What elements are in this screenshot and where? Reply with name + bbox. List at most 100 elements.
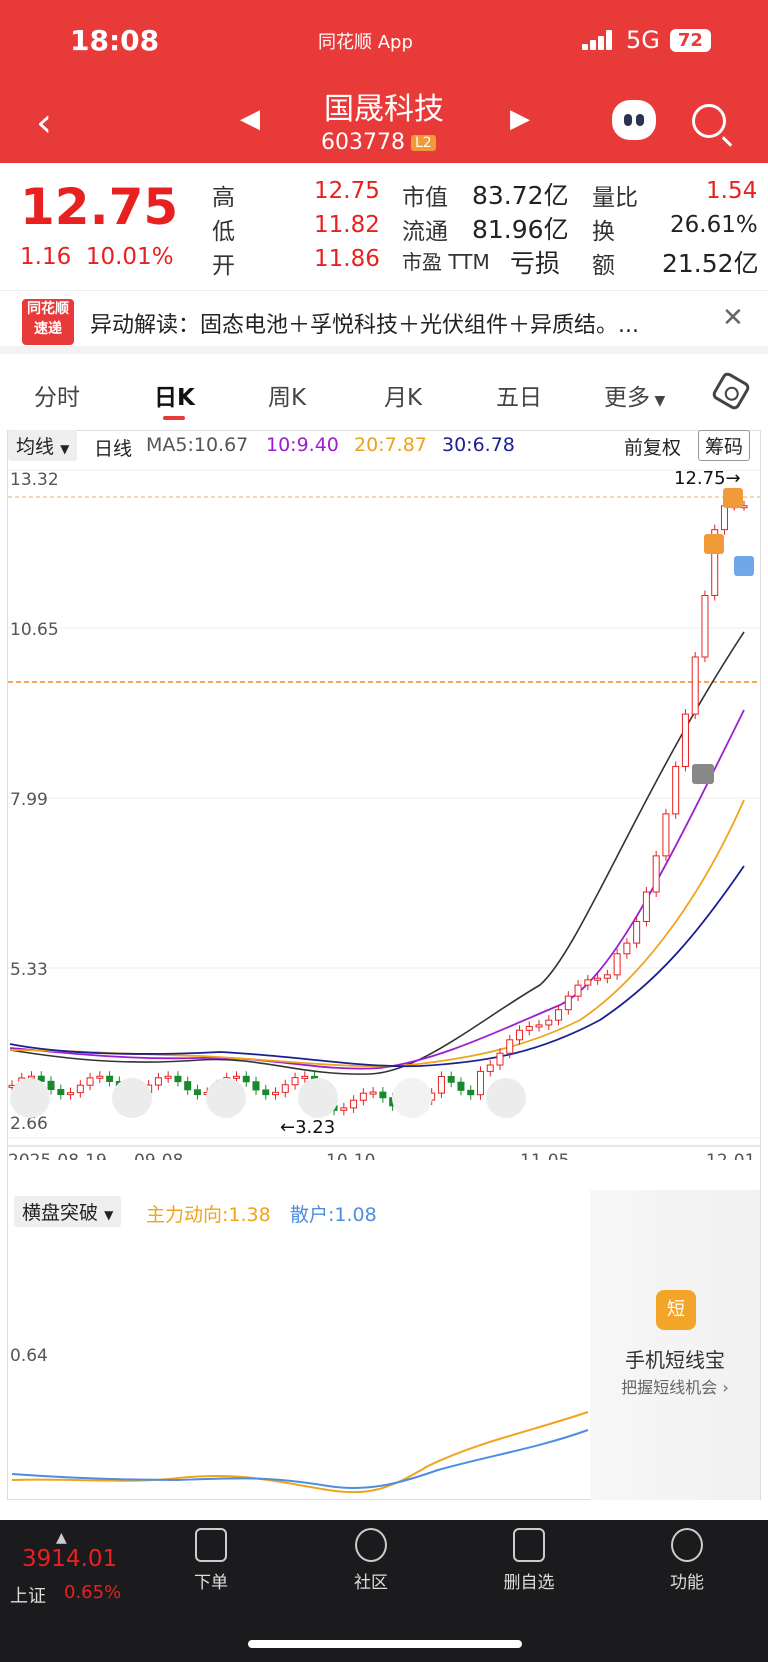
candle-body — [662, 813, 670, 857]
low-price-label: ←3.23 — [280, 1117, 335, 1138]
x-tick: 12-01 — [706, 1151, 755, 1160]
step-left-icon[interactable] — [298, 1078, 338, 1118]
ma30-label: 30:6.78 — [442, 434, 515, 456]
turnover-label: 换 — [592, 219, 615, 245]
volratio-label: 量比 — [592, 185, 638, 211]
news-logo-bottom: 速递 — [34, 321, 62, 337]
candle-body — [281, 1084, 289, 1093]
indicator-chart — [11, 1411, 589, 1494]
candle-body — [691, 656, 699, 715]
ma10-label: 10:9.40 — [266, 434, 339, 456]
candle-body — [701, 594, 709, 658]
change-pct: 10.01% — [85, 244, 174, 270]
candle-body — [76, 1084, 84, 1094]
step-right-icon[interactable] — [392, 1078, 432, 1118]
nav-remove-watch[interactable]: 删自选 — [484, 1528, 574, 1593]
promo-subtitle[interactable]: 把握短线机会 › — [621, 1378, 729, 1397]
promo-panel[interactable]: 短 手机短线宝 把握短线机会 › — [590, 1190, 760, 1500]
main-force-label: 主力动向:1.38 — [146, 1204, 271, 1226]
candle-body — [613, 953, 621, 976]
candle-body — [28, 1075, 36, 1079]
chip-distribution-button[interactable]: 筹码 — [698, 430, 751, 461]
index-name: 上证 — [10, 1586, 46, 1607]
volratio-value: 1.54 — [706, 178, 758, 204]
search-icon[interactable] — [692, 104, 726, 138]
candle-body — [96, 1075, 104, 1079]
x-tick: 10-10 — [326, 1151, 375, 1160]
float-label: 流通 — [402, 219, 448, 245]
nav-order[interactable]: 下单 — [166, 1528, 256, 1593]
candle-body — [252, 1081, 260, 1091]
tab-monthly-k[interactable]: 月K — [384, 385, 423, 411]
tab-more[interactable]: 更多 ▼ — [604, 378, 665, 412]
candle-body — [369, 1091, 377, 1095]
tab-weekly-k[interactable]: 周K — [268, 385, 307, 411]
network-label: 5G — [626, 26, 660, 54]
robot-assistant-icon[interactable] — [612, 100, 656, 140]
candle-body — [467, 1089, 475, 1096]
candle-body — [350, 1099, 358, 1109]
candle-body — [564, 995, 572, 1011]
zoom-in-icon[interactable] — [112, 1078, 152, 1118]
tab-daily-k[interactable]: 日K — [154, 385, 195, 411]
candle-body — [584, 979, 592, 986]
indicator-dropdown[interactable]: 横盘突破 ▼ — [14, 1196, 122, 1227]
candle-body — [594, 977, 602, 981]
zoom-out-icon[interactable] — [206, 1078, 246, 1118]
candle-body — [672, 765, 680, 815]
kline-chart[interactable]: 13.32 10.65 7.99 5.33 2.66 12.75→ ←3.23 … — [0, 460, 768, 1160]
turnover-value: 26.61% — [670, 212, 758, 238]
prev-stock-icon[interactable]: ◀ — [240, 104, 260, 134]
candles-group — [8, 500, 748, 1116]
low-value: 11.82 — [314, 212, 380, 238]
fullscreen-icon[interactable] — [486, 1078, 526, 1118]
tab-underline — [163, 416, 185, 420]
candle-body — [496, 1052, 504, 1066]
adjust-toggle[interactable]: 前复权 — [624, 437, 682, 459]
main-force-line — [11, 1411, 589, 1494]
candle-body — [67, 1092, 75, 1096]
news-logo: 同花顺 速递 — [22, 299, 74, 345]
amount-label: 额 — [592, 253, 615, 279]
close-icon[interactable]: ✕ — [722, 303, 744, 333]
candle-body — [603, 974, 611, 979]
float-value: 81.96亿 — [472, 215, 569, 244]
candle-body — [86, 1077, 94, 1086]
stock-code: 603778 L2 — [321, 130, 436, 155]
y-tick: 2.66 — [10, 1114, 48, 1134]
back-icon[interactable]: ‹ — [36, 100, 52, 146]
ma20-label: 20:7.87 — [354, 434, 427, 456]
signal-b-marker — [692, 764, 714, 784]
tab-five-day[interactable]: 五日 — [496, 385, 542, 411]
tab-intraday[interactable]: 分时 — [34, 385, 80, 411]
open-value: 11.86 — [314, 246, 380, 272]
nav-function[interactable]: 功能 — [642, 1528, 732, 1593]
nav-community[interactable]: 社区 — [326, 1528, 416, 1593]
index-value[interactable]: 3914.01 — [22, 1546, 118, 1572]
candle-body — [506, 1039, 514, 1054]
ma-dropdown[interactable]: 均线 ▼ — [8, 430, 78, 461]
mktcap-value: 83.72亿 — [472, 181, 569, 210]
candle-body — [574, 984, 582, 997]
retail-line — [11, 1429, 589, 1489]
candle-body — [164, 1075, 172, 1079]
open-label: 开 — [212, 253, 235, 279]
index-pct: 0.65% — [64, 1582, 122, 1603]
scroll-left-icon[interactable] — [10, 1078, 50, 1118]
chart-frame — [7, 430, 761, 1500]
stock-name: 国晟科技 — [324, 92, 444, 127]
menu-icon — [671, 1528, 703, 1562]
candle-body — [37, 1075, 45, 1082]
news-banner[interactable]: 同花顺 速递 异动解读：固态电池＋孚悦科技＋光伏组件＋异质结。... ✕ — [0, 290, 768, 354]
indicator-label: 横盘突破 — [22, 1202, 99, 1224]
nav-remove-watch-label: 删自选 — [503, 1573, 555, 1593]
candle-body — [379, 1091, 387, 1099]
status-time: 18:08 — [70, 24, 160, 57]
ma30-line — [9, 865, 745, 1068]
signal-s-marker — [734, 556, 754, 576]
candle-body — [711, 529, 719, 596]
nav-function-label: 功能 — [670, 1573, 704, 1593]
ma-bar: 均线 ▼ 日线 MA5:10.67 10:9.40 20:7.87 30:6.7… — [8, 430, 760, 461]
news-text[interactable]: 异动解读：固态电池＋孚悦科技＋光伏组件＋异质结。... — [90, 313, 639, 338]
next-stock-icon[interactable]: ▶ — [510, 104, 530, 134]
